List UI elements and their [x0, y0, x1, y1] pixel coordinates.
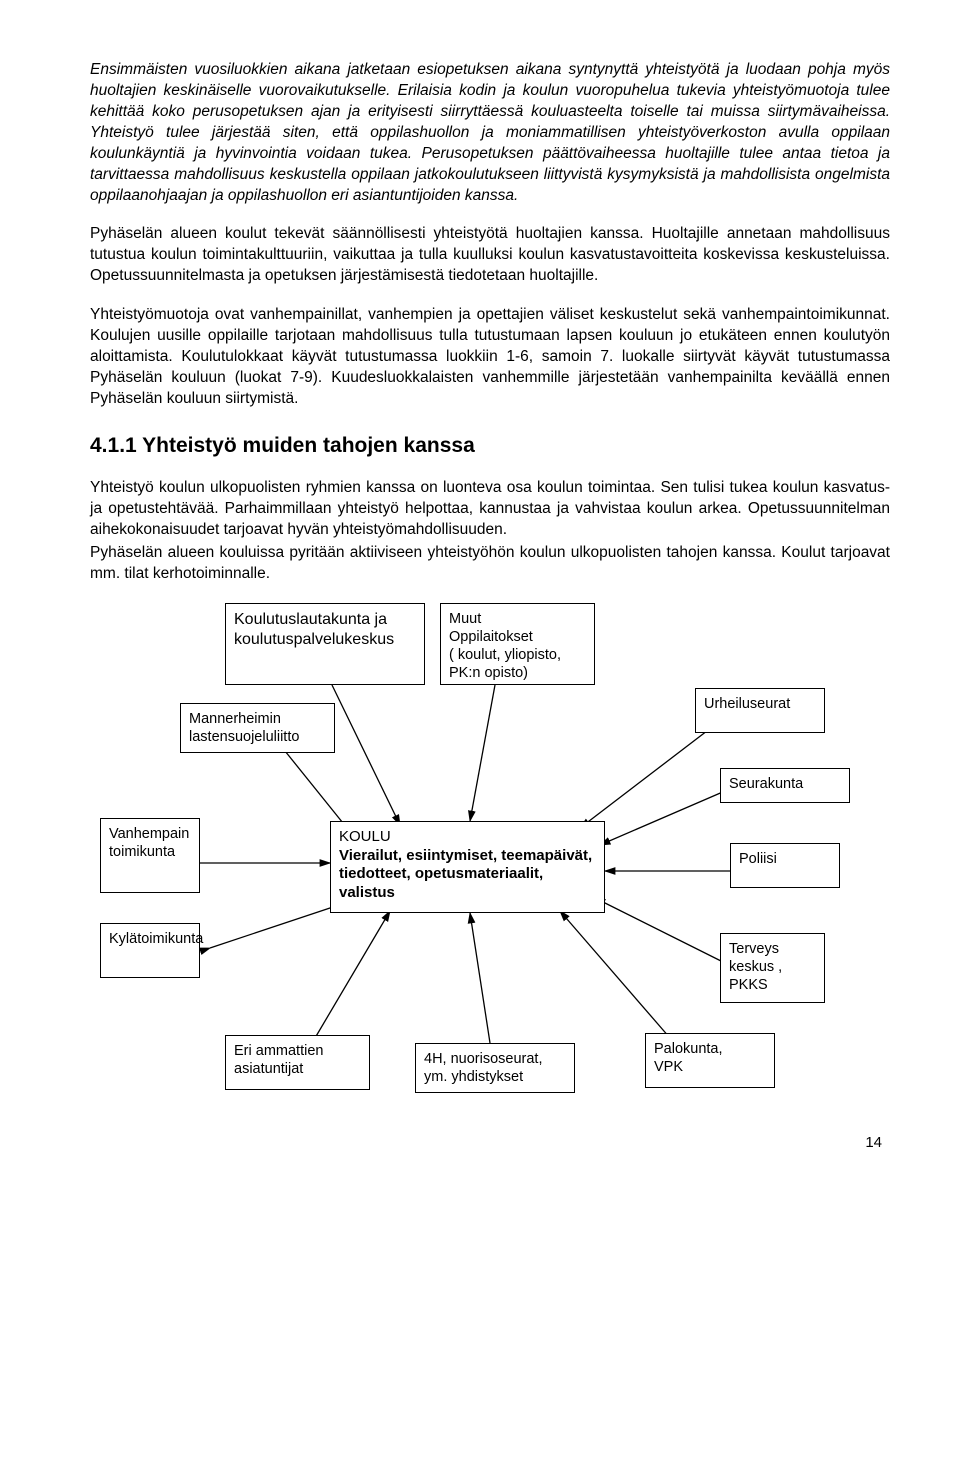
intro-italic-paragraph: Ensimmäisten vuosiluokkien aikana jatket… [90, 60, 890, 206]
node-terveyskeskus: Terveys keskus , PKKS [720, 933, 825, 1003]
node-vanhempain-toimikunta: Vanhempain toimikunta [100, 818, 200, 893]
center-title: KOULU [339, 828, 391, 845]
node-kylatoimikunta: Kylätoimikunta [100, 923, 200, 978]
node-poliisi: Poliisi [730, 843, 840, 888]
node-koulutuslautakunta: Koulutuslautakunta ja koulutuspalvelukes… [225, 603, 425, 685]
paragraph-2: Pyhäselän alueen koulut tekevät säännöll… [90, 224, 890, 287]
node-urheiluseurat: Urheiluseurat [695, 688, 825, 733]
node-center-koulu: KOULU Vierailut, esiintymiset, teemapäiv… [330, 821, 605, 913]
paragraph-3: Yhteistyömuotoja ovat vanhempainillat, v… [90, 305, 890, 410]
node-palokunta: Palokunta, VPK [645, 1033, 775, 1088]
node-seurakunta: Seurakunta [720, 768, 850, 803]
center-body: Vierailut, esiintymiset, teemapäivät, ti… [339, 847, 592, 902]
node-mannerheim: Mannerheimin lastensuojeluliitto [180, 703, 335, 753]
section-heading: 4.1.1 Yhteistyö muiden tahojen kanssa [90, 432, 890, 460]
page-number: 14 [90, 1133, 890, 1153]
paragraph-4: Yhteistyö koulun ulkopuolisten ryhmien k… [90, 478, 890, 541]
node-nuorisoseurat: 4H, nuorisoseurat, ym. yhdistykset [415, 1043, 575, 1093]
node-muut-oppilaitokset: Muut Oppilaitokset ( koulut, yliopisto, … [440, 603, 595, 685]
node-eri-ammattien: Eri ammattien asiatuntijat [225, 1035, 370, 1090]
cooperation-diagram: Koulutuslautakunta ja koulutuspalvelukes… [100, 603, 880, 1123]
paragraph-5: Pyhäselän alueen kouluissa pyritään akti… [90, 543, 890, 585]
